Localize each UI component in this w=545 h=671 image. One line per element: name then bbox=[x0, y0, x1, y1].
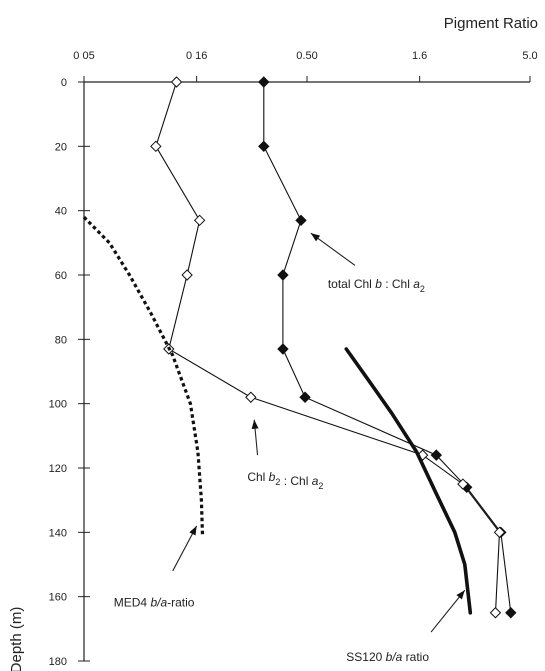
y-tick-label-3: 60 bbox=[55, 270, 67, 282]
series-0-point-6 bbox=[430, 449, 442, 461]
series-0-point-4 bbox=[277, 343, 289, 355]
series-1-point-1 bbox=[150, 140, 162, 153]
y-tick-label-2: 40 bbox=[55, 206, 67, 218]
series-0-point-3 bbox=[277, 269, 289, 281]
series-2-line bbox=[82, 215, 205, 536]
series-1-point-9 bbox=[489, 607, 502, 619]
x-axis-title: Pigment Ratio bbox=[444, 15, 538, 32]
x-tick-label-1: 0 16 bbox=[186, 50, 207, 62]
x-tick-label-4: 5.0 bbox=[522, 50, 537, 62]
series-1-point-2 bbox=[193, 214, 206, 227]
x-tick-label-0: 0 05 bbox=[73, 50, 94, 62]
series-0-line bbox=[263, 82, 512, 613]
series-0-point-1 bbox=[258, 140, 270, 153]
y-tick-label-6: 120 bbox=[49, 463, 67, 475]
series-0-point-5 bbox=[299, 391, 311, 403]
series-1-line bbox=[155, 81, 501, 613]
y-tick-label-8: 160 bbox=[49, 592, 67, 604]
series-1-point-7 bbox=[457, 478, 469, 490]
series-2-label: MED4 b/a-ratio bbox=[114, 595, 195, 609]
series-1-label: Chl b2 : Chl a2 bbox=[247, 470, 323, 491]
y-tick-label-9: 180 bbox=[49, 656, 67, 668]
series-3-line bbox=[344, 347, 473, 615]
annotation-arrowhead-3 bbox=[456, 590, 465, 600]
series-1-point-8 bbox=[493, 526, 506, 539]
x-tick-label-2: 0.50 bbox=[296, 50, 317, 62]
series-0-label: total Chl b : Chl a2 bbox=[328, 277, 425, 294]
series-3-label: SS120 b/a ratio bbox=[346, 650, 429, 664]
y-tick-label-0: 0 bbox=[61, 77, 67, 89]
annotation-arrowhead-1 bbox=[251, 419, 259, 430]
series-1-point-3 bbox=[181, 269, 193, 281]
y-axis-title: Depth (m) bbox=[8, 607, 25, 671]
x-tick-label-3: 1.6 bbox=[412, 50, 427, 62]
series-0-point-9 bbox=[505, 607, 517, 619]
y-tick-label-5: 100 bbox=[49, 399, 67, 411]
annotation-arrowhead-0 bbox=[310, 233, 321, 242]
series-1-point-5 bbox=[245, 391, 257, 403]
annotation-arrowhead-2 bbox=[189, 525, 197, 536]
y-tick-label-4: 80 bbox=[55, 334, 67, 346]
y-tick-label-1: 20 bbox=[55, 141, 67, 153]
series-0-point-2 bbox=[295, 214, 307, 227]
plot-area: 0 05 0 16 0.50 1.6 5.0 0 20 40 60 80 100 120 140 160 1… bbox=[49, 50, 538, 668]
y-tick-label-7: 140 bbox=[49, 527, 67, 539]
series-1-point-0 bbox=[170, 76, 183, 88]
annotation-arrow-0 bbox=[310, 232, 356, 266]
series-0-point-0 bbox=[258, 76, 270, 88]
